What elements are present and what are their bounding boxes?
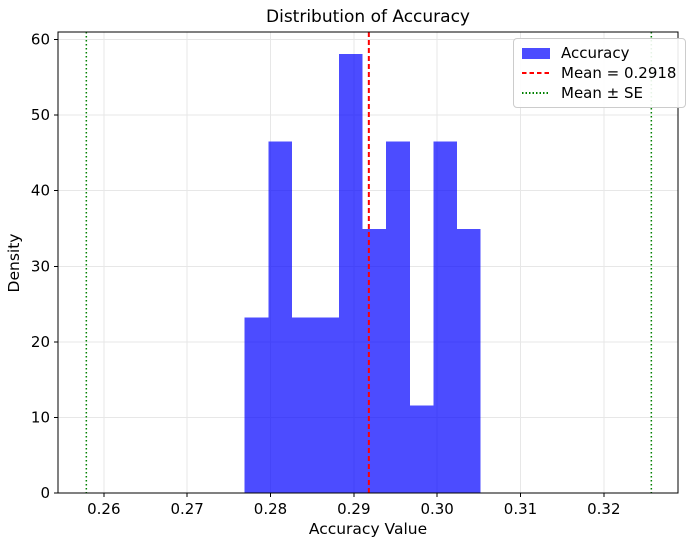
y-tick-label: 20 bbox=[31, 333, 50, 351]
x-tick-label: 0.28 bbox=[254, 500, 287, 518]
x-tick-label: 0.30 bbox=[420, 500, 453, 518]
histogram-bar bbox=[386, 141, 410, 493]
legend-key-mean-dashed-line bbox=[522, 72, 550, 74]
x-tick-label: 0.29 bbox=[337, 500, 370, 518]
legend: Accuracy Mean = 0.2918 Mean ± SE bbox=[513, 38, 686, 108]
x-axis-label: Accuracy Value bbox=[308, 520, 428, 538]
legend-item-accuracy: Accuracy bbox=[522, 43, 676, 63]
y-tick-label: 30 bbox=[31, 257, 50, 275]
histogram-bar bbox=[339, 53, 363, 494]
legend-label-mean: Mean = 0.2918 bbox=[561, 64, 677, 82]
chart-title: Distribution of Accuracy bbox=[266, 7, 470, 27]
x-tick-label: 0.31 bbox=[504, 500, 537, 518]
histogram-bar bbox=[409, 405, 434, 493]
plot-border bbox=[57, 31, 679, 494]
x-tick-label: 0.27 bbox=[170, 500, 203, 518]
histogram-bar bbox=[268, 141, 292, 493]
legend-item-mean: Mean = 0.2918 bbox=[522, 63, 676, 83]
histogram-bar bbox=[315, 317, 339, 493]
x-tick-label: 0.26 bbox=[87, 500, 120, 518]
legend-label-accuracy: Accuracy bbox=[561, 44, 630, 62]
histogram-bar bbox=[433, 141, 457, 493]
y-tick-label: 60 bbox=[31, 31, 50, 49]
y-tick-label: 40 bbox=[31, 182, 50, 200]
y-axis-label: Density bbox=[5, 233, 23, 293]
histogram-bar bbox=[456, 229, 481, 493]
legend-key-se-dotted-line bbox=[522, 92, 550, 94]
legend-item-se: Mean ± SE bbox=[522, 83, 676, 103]
y-tick-label: 0 bbox=[40, 484, 50, 502]
y-tick-label: 10 bbox=[31, 408, 50, 426]
histogram-bar bbox=[362, 229, 387, 493]
histogram-bar bbox=[244, 317, 269, 493]
y-tick-label: 50 bbox=[31, 106, 50, 124]
histogram-bar bbox=[291, 317, 316, 493]
x-tick-label: 0.32 bbox=[587, 500, 620, 518]
legend-key-accuracy-patch bbox=[522, 47, 550, 59]
legend-label-se: Mean ± SE bbox=[561, 84, 643, 102]
